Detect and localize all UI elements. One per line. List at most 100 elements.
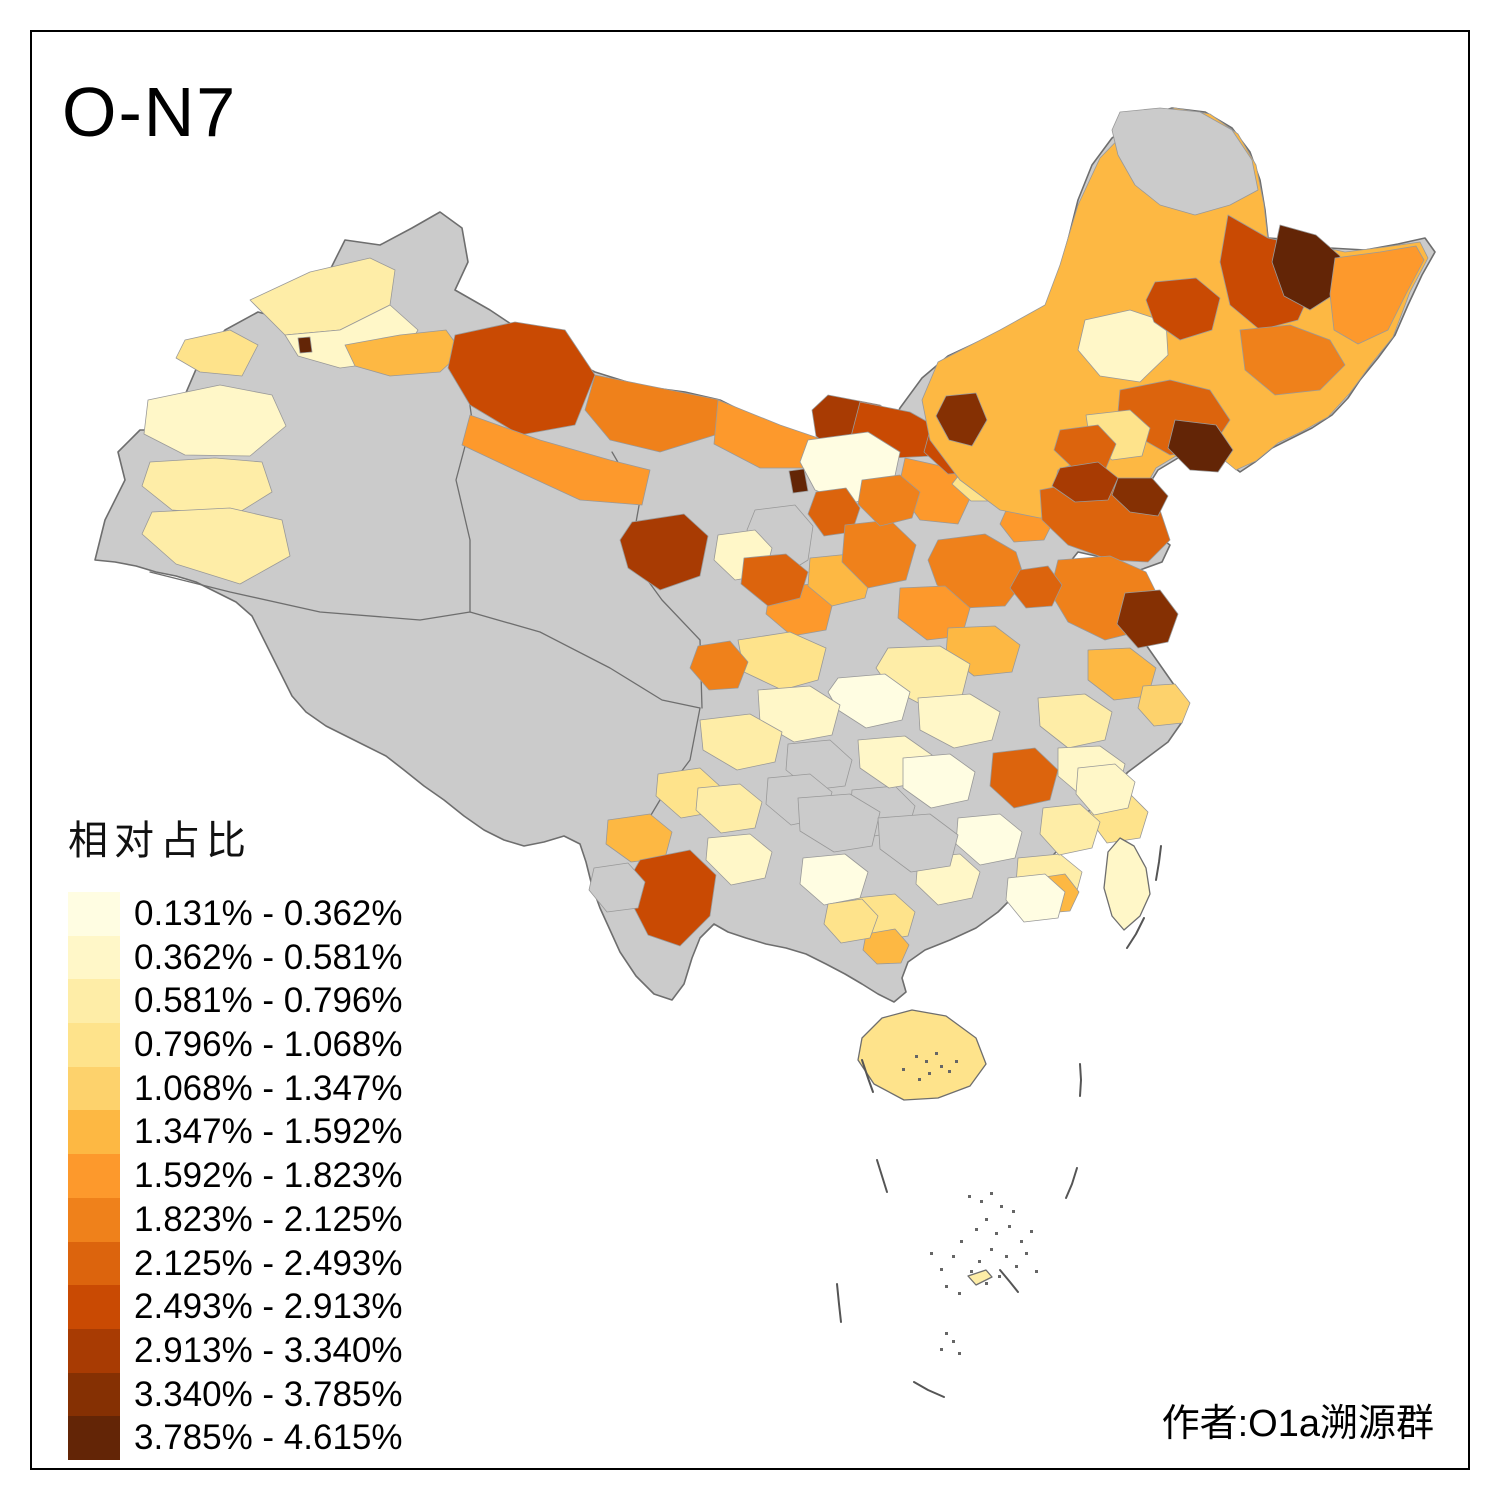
- island-taiwan: [1103, 837, 1151, 931]
- island-speckle: [985, 1282, 988, 1285]
- island-speckle: [978, 1260, 981, 1263]
- sea-dash-line: [861, 1059, 874, 1093]
- sea-dash-line: [1079, 1063, 1082, 1097]
- prefecture-patch: [141, 507, 291, 585]
- legend-row: 1.823% - 2.125%: [68, 1197, 403, 1242]
- island-speckle: [985, 1218, 988, 1221]
- prefecture-patch: [1145, 277, 1221, 341]
- island-speckle: [990, 1248, 993, 1251]
- island-speckle: [925, 1060, 928, 1063]
- page-title: O-N7: [62, 73, 238, 151]
- sea-dash-line: [1126, 917, 1145, 949]
- island-speckle: [1035, 1270, 1038, 1273]
- legend-label: 0.362% - 0.581%: [134, 937, 403, 977]
- sea-dash-line: [913, 1381, 945, 1398]
- prefecture-patch: [695, 783, 763, 834]
- legend-swatch: [68, 1197, 120, 1242]
- prefecture-patch: [588, 862, 646, 913]
- prefecture-patch: [1239, 324, 1346, 396]
- island-speckle: [958, 1292, 961, 1295]
- province-border: [469, 611, 701, 709]
- prefecture-patch: [857, 474, 921, 527]
- legend-label: 2.493% - 2.913%: [134, 1287, 403, 1327]
- plot-frame: [30, 30, 1470, 1470]
- prefecture-patch: [823, 898, 879, 944]
- prefecture-patch: [297, 336, 313, 354]
- legend-row: 2.913% - 3.340%: [68, 1328, 403, 1373]
- legend-row: 1.347% - 1.592%: [68, 1110, 403, 1155]
- prefecture-patch: [1039, 803, 1101, 856]
- prefecture-patch: [827, 673, 911, 729]
- prefecture-patch: [1009, 565, 1063, 609]
- attribution: 作者:O1a溯源群: [1161, 1403, 1434, 1445]
- legend-label: 2.125% - 2.493%: [134, 1243, 403, 1283]
- prefecture-patch: [447, 321, 596, 436]
- island-speckle: [975, 1228, 978, 1231]
- legend-swatch: [68, 1285, 120, 1329]
- island-speckle: [1008, 1225, 1011, 1228]
- prefecture-patch: [862, 928, 910, 965]
- island-speckle: [940, 1065, 943, 1068]
- prefecture-patch: [989, 747, 1059, 809]
- prefecture-patch: [175, 329, 259, 377]
- island-speckle: [930, 1252, 933, 1255]
- prefecture-patch: [917, 693, 1001, 749]
- island-speckle: [1030, 1230, 1033, 1233]
- prefecture-patch: [1271, 224, 1341, 311]
- legend-row: 0.581% - 0.796%: [68, 979, 403, 1024]
- island-sansha: [967, 1269, 993, 1286]
- legend-label: 3.785% - 4.615%: [134, 1418, 403, 1458]
- legend-swatch: [68, 1023, 120, 1067]
- legend-title: 相对占比: [68, 819, 252, 863]
- legend-swatch: [68, 892, 120, 936]
- island-speckle: [1005, 1255, 1008, 1258]
- prefecture-patch: [461, 414, 651, 506]
- prefecture-patch: [705, 833, 773, 886]
- island-speckle: [1012, 1210, 1015, 1213]
- sea-dash-line: [1065, 1167, 1078, 1199]
- island-speckle: [1020, 1240, 1023, 1243]
- legend-label: 3.340% - 3.785%: [134, 1374, 403, 1414]
- legend-row: 2.125% - 2.493%: [68, 1241, 403, 1286]
- legend-rows: 0.131% - 0.362% 0.362% - 0.581% 0.581% - 0…: [68, 892, 403, 1460]
- sea-dash-line: [1155, 845, 1162, 881]
- prefecture-patch: [1111, 477, 1169, 517]
- island-speckle: [980, 1200, 983, 1203]
- legend: 相对占比 0.131% - 0.362% 0.362% - 0.581% 0.581…: [68, 808, 403, 1460]
- prefecture-patch: [1037, 693, 1113, 749]
- prefecture-patch: [902, 753, 976, 809]
- island-speckle: [945, 1285, 948, 1288]
- legend-swatch: [68, 1066, 120, 1111]
- legend-label: 0.581% - 0.796%: [134, 981, 403, 1021]
- island-speckle: [955, 1060, 958, 1063]
- island-speckle: [940, 1268, 943, 1271]
- legend-label: 0.131% - 0.362%: [134, 894, 403, 933]
- prefecture-patch: [799, 853, 869, 906]
- island-speckle: [990, 1192, 993, 1195]
- prefecture-patch: [699, 713, 783, 771]
- legend-row: 0.131% - 0.362%: [68, 892, 403, 936]
- prefecture-patch: [1075, 763, 1136, 816]
- prefecture-patch: [1111, 107, 1259, 216]
- prefecture-patch: [1116, 589, 1179, 649]
- prefecture-patch: [1005, 873, 1066, 923]
- prefecture-patch: [927, 533, 1026, 609]
- legend-row: 1.068% - 1.347%: [68, 1066, 403, 1111]
- legend-row: 0.796% - 1.068%: [68, 1023, 403, 1067]
- island-speckle: [915, 1055, 918, 1058]
- legend-label: 0.796% - 1.068%: [134, 1025, 403, 1065]
- island-speckle: [918, 1078, 921, 1081]
- legend-row: 3.785% - 4.615%: [68, 1416, 403, 1460]
- legend-swatch: [68, 1372, 120, 1417]
- legend-swatch: [68, 1154, 120, 1198]
- island-speckle: [935, 1052, 938, 1055]
- prefecture-patch: [1077, 309, 1169, 383]
- prefecture-patch: [143, 384, 287, 457]
- legend-swatch: [68, 1328, 120, 1373]
- prefecture-patch: [1167, 419, 1234, 473]
- island-speckle: [968, 1195, 971, 1198]
- island-speckle: [970, 1270, 973, 1273]
- island-speckle: [940, 1348, 943, 1351]
- island-speckle: [960, 1240, 963, 1243]
- sea-dash-line: [999, 1269, 1019, 1293]
